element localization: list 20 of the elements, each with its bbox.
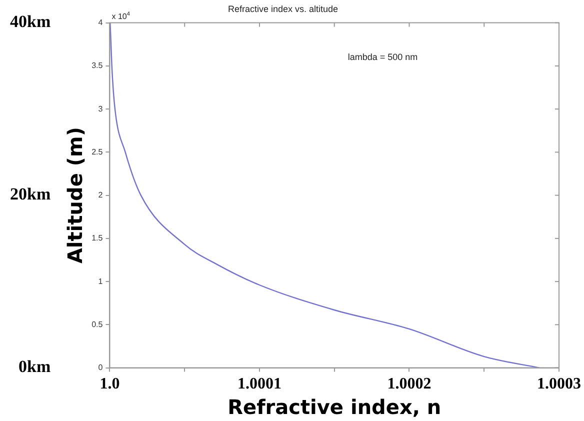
x-tick-label: 1.0001 <box>237 376 282 393</box>
annotation: lambda = 500 nm <box>348 52 418 62</box>
y-tick-label: 2 <box>98 190 104 200</box>
chart-title: Refractive index vs. altitude <box>228 4 338 14</box>
y-tick-label: 0.5 <box>92 320 104 329</box>
y2-tick-label: 0km <box>18 357 51 376</box>
y-tick-label: 4 <box>98 18 104 28</box>
y-tick-label: 1 <box>98 276 104 286</box>
y2-tick-label: 20km <box>10 184 51 204</box>
y2-tick-label: 40km <box>10 12 51 32</box>
x-tick-label: 1.0002 <box>387 376 432 393</box>
y-tick-label: 2.5 <box>92 147 104 156</box>
y-tick-label: 1.5 <box>92 234 104 243</box>
x-tick-label: 1.0 <box>100 376 120 393</box>
y-tick-label: 3.5 <box>92 61 104 70</box>
y-tick-label: 0 <box>98 363 104 372</box>
x-axis-title: Refractive index, n <box>228 395 442 420</box>
x-tick-label: 1.0003 <box>537 376 581 393</box>
y-tick-label: 3 <box>98 104 104 114</box>
y-axis-title: Altitude (m) <box>62 127 87 264</box>
